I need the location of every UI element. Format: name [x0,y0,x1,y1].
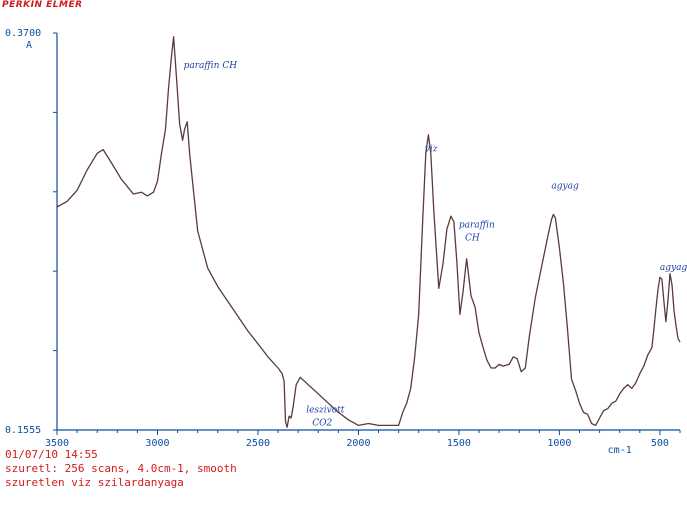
y-tick-label: 0.3700 [5,28,41,39]
x-tick-label: 500 [651,438,669,449]
handwritten-annotation: viz [425,144,438,154]
footer-scan-info: szuretl: 256 scans, 4.0cm-1, smooth [5,462,237,475]
handwritten-annotation: CH [465,233,480,243]
footer-timestamp: 01/07/10 14:55 [5,448,98,461]
spectrum-trace-group [56,36,681,428]
y-tick-label: 0.1555 [5,425,41,436]
brand-logo: PERKIN ELMER [2,0,83,10]
handwritten-annotation: CO2 [312,418,332,428]
chart-labels: 0.3700 0.1555 A 3500 3000 2500 2000 1500 1000 500… [5,28,687,456]
handwritten-annotation: leszivott [306,405,345,415]
handwritten-annotation: paraffin CH [184,61,238,71]
handwritten-annotation: agyag [660,263,687,273]
x-axis-unit-label: cm-1 [608,445,632,456]
x-tick-label: 1000 [547,438,571,449]
x-tick-label: 2500 [246,438,270,449]
x-tick-label: 3500 [45,438,69,449]
x-tick-label: 1500 [447,438,471,449]
footer-sample-name: szuretlen viz szilardanyaga [5,476,184,489]
x-tick-label: 3000 [145,438,169,449]
x-tick-label: 2000 [346,438,370,449]
chart-axes [53,32,681,435]
y-axis-unit-label: A [26,40,32,51]
handwritten-annotation: paraffin [459,220,495,230]
spectrum-trace [56,36,681,428]
handwritten-annotation: agyag [551,181,579,191]
